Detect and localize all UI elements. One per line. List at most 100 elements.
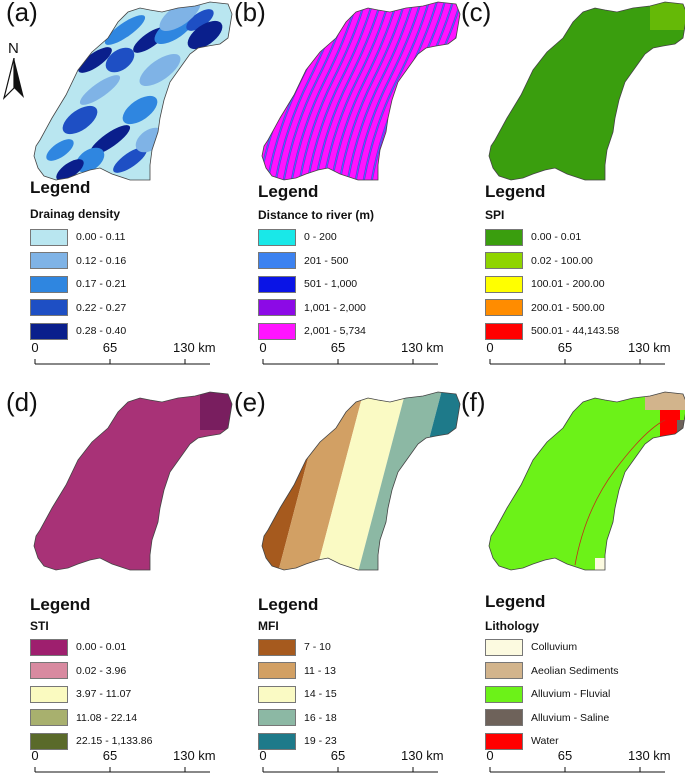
scale-bar: 0 65 130 km xyxy=(31,748,216,773)
legend-item: 2,001 - 5,734 xyxy=(258,322,366,340)
scale-tick-label: 130 km xyxy=(173,748,216,763)
legend-item: 11.08 - 22.14 xyxy=(30,709,137,727)
legend-item-label: 0 - 200 xyxy=(304,231,337,243)
map-e xyxy=(261,391,461,571)
scale-tick-label: 65 xyxy=(103,748,117,763)
legend-swatch xyxy=(258,709,296,726)
density-patch xyxy=(46,139,74,161)
scale-tick-label: 130 km xyxy=(628,748,671,763)
legend-swatch xyxy=(258,252,296,269)
legend-item: 100.01 - 200.00 xyxy=(485,275,605,293)
legend-item-label: 0.22 - 0.27 xyxy=(76,301,127,314)
scale-tick-label: 130 km xyxy=(401,748,444,763)
legend-item-label: 2,001 - 5,734 xyxy=(304,325,366,337)
density-patch xyxy=(62,105,98,135)
legend-title: Legend xyxy=(258,182,319,201)
scale-bar: 0 65 130 km xyxy=(259,748,444,773)
legend-item-label: 7 - 10 xyxy=(304,641,331,653)
scale-tick-label: 130 km xyxy=(628,340,671,355)
legend-swatch xyxy=(258,685,296,703)
north-arrow-icon: N xyxy=(3,40,25,102)
legend-swatch xyxy=(30,662,68,679)
legend-title: Legend xyxy=(485,592,546,611)
legend-swatch xyxy=(485,299,523,316)
legend-item: Alluvium - Saline xyxy=(485,709,609,727)
legend-swatch xyxy=(485,732,523,750)
legend-item: 19 - 23 xyxy=(258,732,337,750)
map-panel-mfi: (e) Legend MFI 7 - 10 11 - 13 14 - 15 16 - 18 1… xyxy=(228,387,461,775)
legend-item: 3.97 - 11.07 xyxy=(30,685,131,703)
legend-item-label: 0.02 - 100.00 xyxy=(531,254,593,267)
legend-swatch xyxy=(30,228,68,246)
scale-tick-label: 130 km xyxy=(173,340,216,355)
map-a xyxy=(33,1,233,181)
legend-variable-name: Drainag density xyxy=(30,207,121,221)
legend-title: Legend xyxy=(258,595,319,614)
scale-tick-label: 130 km xyxy=(401,340,444,355)
legend-swatch xyxy=(258,322,296,340)
map-c xyxy=(488,1,685,181)
density-patch xyxy=(139,53,181,87)
legend-item-label: Alluvium - Saline xyxy=(531,711,610,724)
legend-swatch xyxy=(30,322,68,340)
scale-tick-label: 0 xyxy=(259,340,266,355)
legend-item: 0.00 - 0.01 xyxy=(30,638,126,656)
density-patch xyxy=(78,47,112,73)
legend-swatch xyxy=(258,662,296,679)
legend-item-label: 0.17 - 0.21 xyxy=(76,278,127,290)
legend-swatch xyxy=(485,662,523,679)
legend-item: 201 - 500 xyxy=(258,252,348,270)
legend-swatch xyxy=(258,228,296,246)
legend-swatch xyxy=(30,685,68,703)
map-panel-distance-to-river: (b) Legend Distance to river (m) 0 - 200 201… xyxy=(228,0,461,385)
legend-swatch xyxy=(30,732,68,750)
legend-item: 0.22 - 0.27 xyxy=(30,299,126,317)
legend-item-label: Colluvium xyxy=(531,641,578,653)
legend-variable-name: SPI xyxy=(485,208,505,222)
legend-item-label: 0.02 - 3.96 xyxy=(76,664,127,677)
scale-bar: 0 65 130 km xyxy=(486,340,671,365)
panel-label: (b) xyxy=(234,0,266,27)
legend-item: 200.01 - 500.00 xyxy=(485,299,605,317)
density-patch xyxy=(56,159,84,180)
scale-tick-label: 65 xyxy=(558,340,572,355)
legend-item-label: 11 - 13 xyxy=(304,664,336,677)
map-panel-sti: (d) Legend STI 0.00 - 0.01 0.02 - 3.96 3.97 -… xyxy=(0,387,233,775)
legend-item: Aeolian Sediments xyxy=(485,662,619,680)
legend-item-label: 200.01 - 500.00 xyxy=(531,301,605,314)
legend-item-label: 0.28 - 0.40 xyxy=(76,325,127,337)
legend-swatch xyxy=(258,299,296,316)
legend-item-label: 22.15 - 1,133.86 xyxy=(76,735,153,747)
legend-item: 1,001 - 2,000 xyxy=(258,299,366,317)
legend-item-label: Aeolian Sediments xyxy=(531,664,619,677)
scale-tick-label: 65 xyxy=(331,748,345,763)
map-panel-lithology: (f) Legend Lithology Colluvium Aeolian Sedim… xyxy=(455,387,685,775)
legend-item-label: 500.01 - 44,143.58 xyxy=(531,325,620,337)
panel-label: (f) xyxy=(461,387,486,417)
legend-item: 7 - 10 xyxy=(258,638,331,656)
scale-tick-label: 0 xyxy=(31,340,38,355)
legend-item: 0.00 - 0.01 xyxy=(485,228,581,246)
legend-item-label: 201 - 500 xyxy=(304,254,349,267)
legend-swatch xyxy=(485,638,523,656)
density-patch xyxy=(186,9,214,31)
legend-swatch xyxy=(30,638,68,656)
legend-item: Colluvium xyxy=(485,638,577,656)
legend-variable-name: Distance to river (m) xyxy=(258,208,375,222)
legend-item: 22.15 - 1,133.86 xyxy=(30,732,152,750)
legend-item: 0.02 - 3.96 xyxy=(30,662,126,680)
map-f xyxy=(488,391,685,571)
scale-tick-label: 65 xyxy=(103,340,117,355)
scale-tick-label: 0 xyxy=(31,748,38,763)
density-patch xyxy=(122,95,158,125)
legend-swatch xyxy=(30,252,68,269)
legend-swatch xyxy=(485,252,523,269)
legend-item: 11 - 13 xyxy=(258,662,336,680)
legend-variable-name: STI xyxy=(30,619,49,633)
density-patch xyxy=(89,125,131,155)
density-patch xyxy=(159,2,201,32)
mfi-zone xyxy=(276,392,364,570)
scale-tick-label: 0 xyxy=(486,748,493,763)
legend-swatch xyxy=(485,685,523,703)
legend-item: 14 - 15 xyxy=(258,685,337,703)
